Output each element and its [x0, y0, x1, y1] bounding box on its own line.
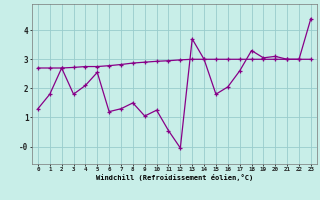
- X-axis label: Windchill (Refroidissement éolien,°C): Windchill (Refroidissement éolien,°C): [96, 174, 253, 181]
